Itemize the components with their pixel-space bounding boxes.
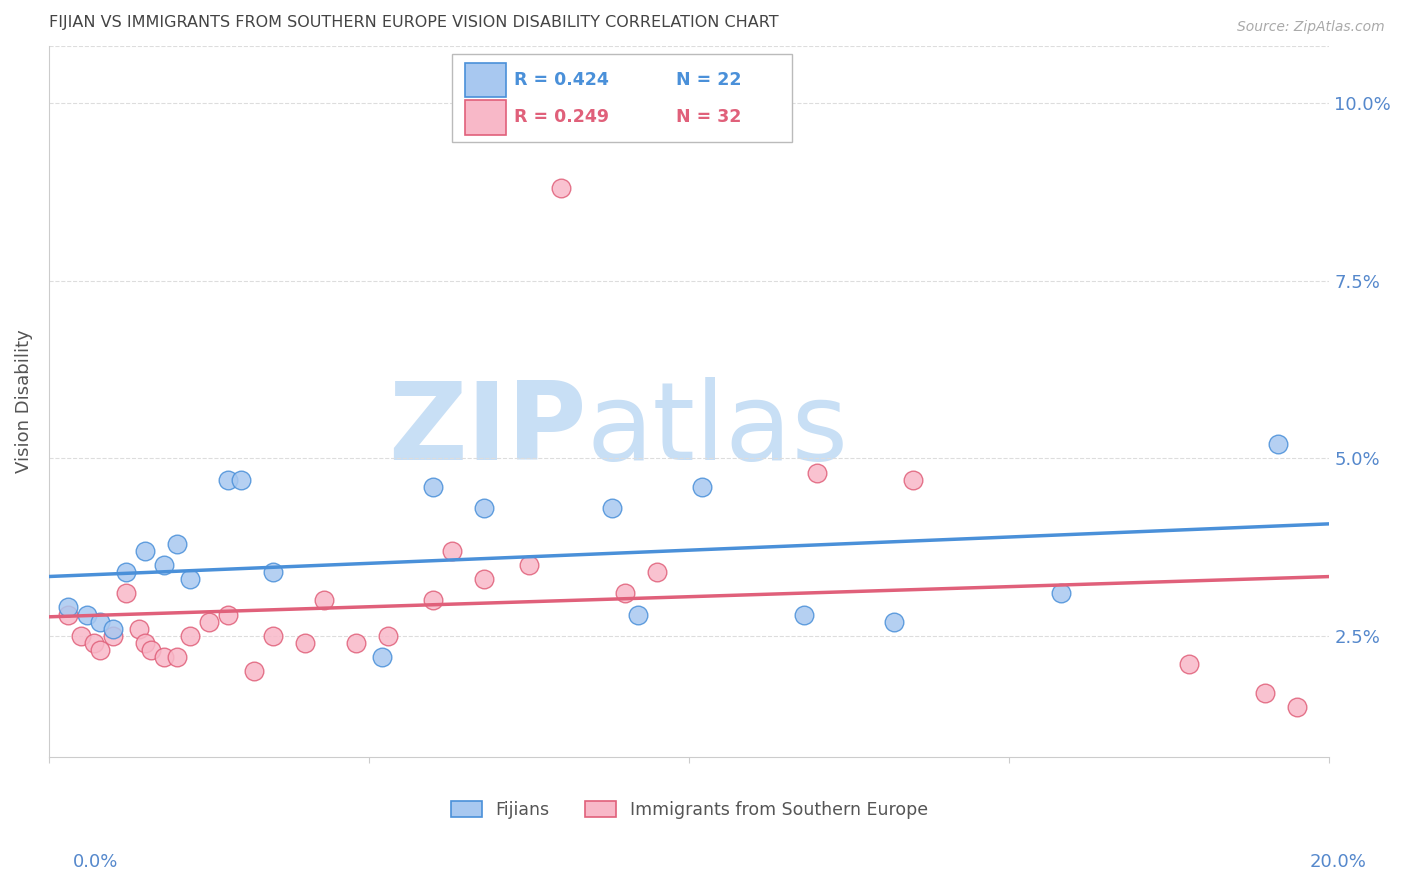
Point bbox=[883, 615, 905, 629]
Point bbox=[627, 607, 650, 622]
Text: N = 32: N = 32 bbox=[676, 109, 742, 127]
Point bbox=[294, 636, 316, 650]
Point bbox=[134, 636, 156, 650]
Point bbox=[314, 593, 336, 607]
Point bbox=[179, 572, 201, 586]
Text: R = 0.249: R = 0.249 bbox=[513, 109, 609, 127]
Text: 20.0%: 20.0% bbox=[1310, 853, 1367, 871]
Point bbox=[76, 607, 98, 622]
Point bbox=[441, 543, 464, 558]
Point bbox=[217, 607, 239, 622]
Point bbox=[793, 607, 815, 622]
Point bbox=[422, 593, 444, 607]
Text: Source: ZipAtlas.com: Source: ZipAtlas.com bbox=[1237, 20, 1385, 34]
FancyBboxPatch shape bbox=[465, 101, 506, 135]
Point bbox=[472, 501, 495, 516]
Point bbox=[243, 665, 266, 679]
Point bbox=[377, 629, 399, 643]
Text: FIJIAN VS IMMIGRANTS FROM SOUTHERN EUROPE VISION DISABILITY CORRELATION CHART: FIJIAN VS IMMIGRANTS FROM SOUTHERN EUROP… bbox=[49, 15, 779, 30]
Point bbox=[101, 629, 124, 643]
Point bbox=[166, 536, 188, 550]
Point bbox=[70, 629, 93, 643]
Point bbox=[690, 480, 713, 494]
Point bbox=[134, 543, 156, 558]
Point bbox=[128, 622, 150, 636]
Point bbox=[1177, 657, 1199, 672]
Point bbox=[179, 629, 201, 643]
Point bbox=[1267, 437, 1289, 451]
Point bbox=[83, 636, 105, 650]
Point bbox=[422, 480, 444, 494]
Text: N = 22: N = 22 bbox=[676, 71, 742, 89]
Legend: Fijians, Immigrants from Southern Europe: Fijians, Immigrants from Southern Europe bbox=[444, 794, 935, 826]
Point bbox=[166, 650, 188, 665]
Point bbox=[153, 558, 176, 572]
Y-axis label: Vision Disability: Vision Disability bbox=[15, 330, 32, 474]
Point bbox=[371, 650, 394, 665]
Point bbox=[903, 473, 925, 487]
Point bbox=[153, 650, 176, 665]
Point bbox=[1049, 586, 1071, 600]
Point bbox=[1254, 686, 1277, 700]
Point bbox=[56, 600, 79, 615]
Point bbox=[262, 629, 284, 643]
Point bbox=[141, 643, 163, 657]
Point bbox=[1286, 699, 1309, 714]
Point bbox=[101, 622, 124, 636]
Point bbox=[602, 501, 624, 516]
Point bbox=[217, 473, 239, 487]
Point bbox=[262, 565, 284, 579]
Point bbox=[344, 636, 367, 650]
Text: atlas: atlas bbox=[586, 377, 849, 483]
Point bbox=[89, 643, 111, 657]
Text: ZIP: ZIP bbox=[388, 377, 586, 483]
Point bbox=[114, 565, 136, 579]
Point bbox=[645, 565, 668, 579]
FancyBboxPatch shape bbox=[465, 63, 506, 97]
Text: 0.0%: 0.0% bbox=[73, 853, 118, 871]
Point bbox=[517, 558, 540, 572]
Point bbox=[472, 572, 495, 586]
Point bbox=[550, 181, 572, 195]
Text: R = 0.424: R = 0.424 bbox=[513, 71, 609, 89]
FancyBboxPatch shape bbox=[453, 54, 792, 143]
Point bbox=[89, 615, 111, 629]
Point bbox=[198, 615, 221, 629]
Point bbox=[614, 586, 637, 600]
Point bbox=[56, 607, 79, 622]
Point bbox=[229, 473, 252, 487]
Point bbox=[114, 586, 136, 600]
Point bbox=[806, 466, 828, 480]
